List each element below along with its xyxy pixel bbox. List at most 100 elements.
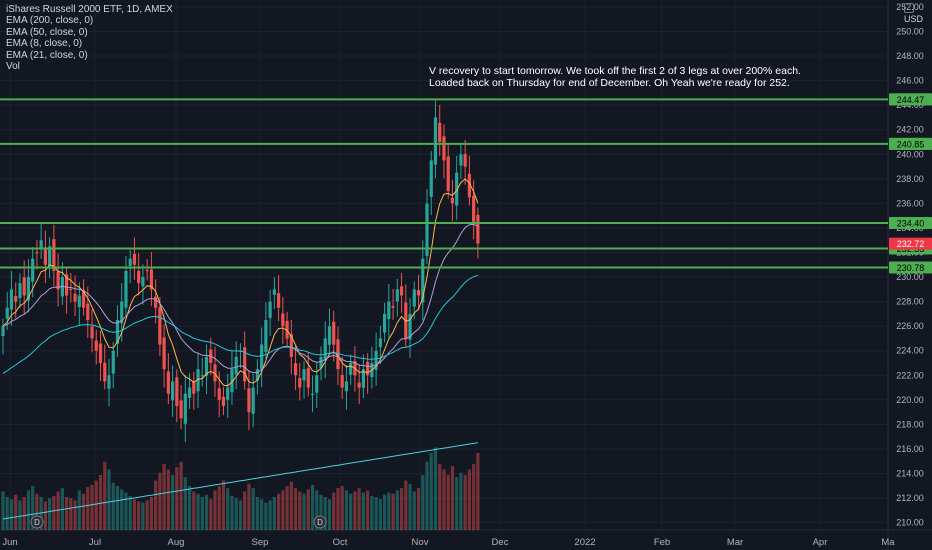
- y-tick-label: 222.00: [896, 370, 924, 380]
- x-tick-label: Jul: [89, 537, 101, 548]
- volume-bar: [264, 502, 268, 530]
- candle-body: [111, 350, 115, 374]
- volume-bar: [56, 491, 60, 530]
- candle-body: [128, 258, 132, 266]
- candle-body: [120, 301, 124, 324]
- currency-selector[interactable]: USD: [904, 3, 932, 24]
- candle-body: [22, 277, 26, 296]
- candle-body: [298, 378, 302, 388]
- y-tick-label: 250.00: [896, 26, 924, 36]
- volume-bar: [455, 477, 459, 530]
- volume-bar: [472, 464, 476, 530]
- candle-body: [302, 369, 306, 381]
- candle-body: [137, 270, 141, 284]
- volume-bar: [145, 500, 149, 530]
- y-tick-label: 224.00: [896, 346, 924, 356]
- candle-body: [476, 214, 480, 244]
- volume-bar: [399, 488, 404, 530]
- candle-body: [243, 347, 247, 382]
- candle-body: [412, 289, 416, 307]
- volume-bar: [433, 447, 438, 530]
- candle-body: [204, 356, 209, 376]
- y-tick-label: 220.00: [896, 395, 924, 405]
- candle-body: [81, 289, 86, 308]
- candle-body: [166, 371, 170, 394]
- volume-bar: [243, 491, 247, 530]
- candle-body: [217, 388, 221, 400]
- volume-bar: [395, 490, 399, 530]
- volume-bar: [357, 488, 361, 530]
- candle-body: [26, 277, 31, 301]
- dividend-marker[interactable]: [30, 515, 44, 529]
- dividend-marker[interactable]: [313, 515, 327, 529]
- volume-bar: [353, 491, 357, 530]
- candle-body: [340, 374, 344, 388]
- candle-body: [268, 301, 272, 318]
- volume-bar: [166, 469, 170, 530]
- y-tick-label: 246.00: [896, 76, 924, 86]
- chart-legend: iShares Russell 2000 ETF, 1D, AMEX EMA (…: [6, 4, 173, 72]
- volume-bar: [298, 491, 302, 530]
- candle-body: [446, 156, 450, 192]
- volume-bar: [323, 497, 327, 530]
- indicator-ema-21[interactable]: EMA (21, close, 0): [6, 49, 88, 61]
- volume-bar: [387, 492, 391, 530]
- volume-bar: [9, 499, 14, 530]
- symbol-title[interactable]: iShares Russell 2000 ETF, 1D, AMEX: [6, 4, 173, 15]
- volume-bar: [336, 488, 340, 530]
- indicator-ema-50[interactable]: EMA (50, close, 0): [6, 26, 88, 38]
- volume-bar: [421, 475, 425, 530]
- candle-body: [107, 375, 111, 389]
- level-price-label: 230.78: [897, 263, 925, 273]
- volume-bar: [238, 500, 243, 530]
- x-tick-label: Ma: [881, 537, 895, 548]
- candle-body: [383, 313, 387, 333]
- candle-body: [98, 343, 103, 364]
- candle-body: [145, 270, 149, 272]
- volume-bar: [277, 493, 281, 530]
- text-annotation[interactable]: V recovery to start tomorrow. We took of…: [429, 65, 801, 89]
- ema-21-line: [2, 223, 479, 374]
- candle-body: [272, 289, 276, 295]
- volume-bar: [39, 497, 43, 530]
- candle-body: [429, 160, 433, 197]
- candle-body: [187, 387, 192, 398]
- candle-body: [395, 289, 399, 302]
- candle-body: [349, 363, 353, 375]
- x-tick-label: 2022: [574, 537, 595, 548]
- candle-body: [277, 293, 281, 308]
- y-tick-label: 218.00: [896, 419, 924, 429]
- volume-bar: [90, 484, 94, 530]
- dividend-marker-label: D: [317, 518, 323, 527]
- volume-bar: [247, 483, 251, 530]
- candle-body: [378, 338, 382, 348]
- volume-bar: [196, 493, 200, 530]
- indicator-ema-8[interactable]: EMA (8, close, 0): [6, 38, 83, 50]
- volume-bar: [361, 492, 365, 530]
- candle-body: [1, 326, 5, 336]
- volume-bar: [86, 487, 90, 530]
- volume-bar: [5, 497, 9, 530]
- volume-bar: [446, 475, 450, 530]
- candle-body: [472, 195, 476, 222]
- indicator-volume[interactable]: Vol: [6, 61, 20, 73]
- candle-body: [310, 393, 315, 395]
- dividend-marker-label: D: [34, 518, 40, 527]
- candle-body: [86, 303, 90, 321]
- volume-bar: [319, 494, 323, 530]
- volume-bar: [209, 499, 213, 530]
- y-tick-label: 240.00: [896, 149, 924, 159]
- volume-bar: [293, 488, 298, 530]
- volume-bar: [43, 501, 47, 530]
- candle-body: [132, 253, 137, 265]
- x-tick-label: Dec: [492, 537, 509, 548]
- volume-bar: [141, 502, 145, 530]
- volume-bar: [69, 498, 73, 530]
- candle-body: [293, 363, 298, 376]
- candle-body: [196, 369, 200, 392]
- candle-body: [408, 313, 412, 340]
- candle-body: [103, 362, 107, 382]
- indicator-ema-200[interactable]: EMA (200, close, 0): [6, 15, 94, 27]
